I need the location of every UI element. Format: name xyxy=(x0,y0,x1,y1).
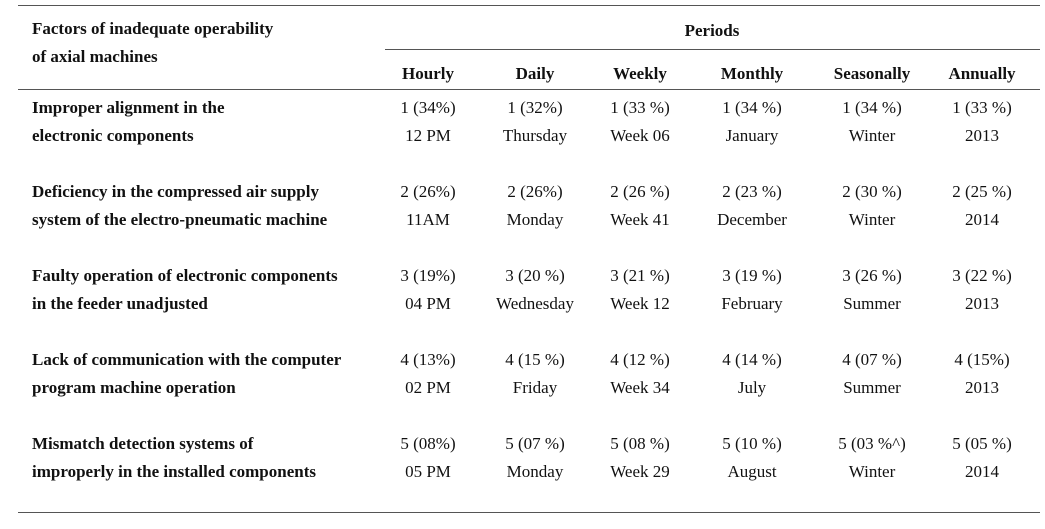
rank-cell: 2 (26%) xyxy=(507,182,563,201)
period-cell: Winter xyxy=(848,210,896,229)
rank-cell: 2 (30 %) xyxy=(842,182,902,201)
column-header-weekly: Weekly xyxy=(613,64,667,83)
periods-rule xyxy=(385,49,1040,50)
period-cell: Summer xyxy=(843,294,901,313)
rank-cell: 5 (08 %) xyxy=(610,434,670,453)
period-cell: Week 41 xyxy=(610,210,670,229)
period-cell: 04 PM xyxy=(405,294,451,313)
rank-cell: 1 (34%) xyxy=(400,98,456,117)
period-cell: Week 06 xyxy=(610,126,670,145)
period-cell: Friday xyxy=(512,378,558,397)
periods-header: Periods xyxy=(684,21,740,40)
rank-cell: 1 (34 %) xyxy=(722,98,782,117)
factor-header-line1: Factors of inadequate operability xyxy=(32,19,274,38)
rank-cell: 5 (05 %) xyxy=(952,434,1012,453)
period-cell: January xyxy=(725,126,779,145)
column-header-hourly: Hourly xyxy=(402,64,454,83)
period-cell: Winter xyxy=(848,126,896,145)
period-cell: 2014 xyxy=(965,210,999,229)
rank-cell: 3 (19 %) xyxy=(722,266,782,285)
rank-cell: 2 (23 %) xyxy=(722,182,782,201)
period-cell: August xyxy=(727,462,777,481)
period-cell: Week 12 xyxy=(610,294,670,313)
factor-label: system of the electro-pneumatic machine xyxy=(32,210,328,229)
period-cell: Week 29 xyxy=(610,462,670,481)
rank-cell: 1 (34 %) xyxy=(842,98,902,117)
period-cell: Summer xyxy=(843,378,901,397)
period-cell: July xyxy=(737,378,767,397)
rank-cell: 3 (20 %) xyxy=(505,266,565,285)
rank-cell: 1 (33 %) xyxy=(952,98,1012,117)
period-cell: 2014 xyxy=(965,462,999,481)
factor-label: program machine operation xyxy=(32,378,236,397)
rank-cell: 3 (22 %) xyxy=(952,266,1012,285)
column-header-annually: Annually xyxy=(948,64,1016,83)
period-cell: December xyxy=(717,210,787,229)
period-cell: Wednesday xyxy=(496,294,574,313)
rank-cell: 1 (33 %) xyxy=(610,98,670,117)
rank-cell: 3 (21 %) xyxy=(610,266,670,285)
header-rule xyxy=(18,89,1040,90)
rank-cell: 3 (26 %) xyxy=(842,266,902,285)
factor-label: electronic components xyxy=(32,126,194,145)
top-rule xyxy=(18,5,1040,6)
factor-header-line2: of axial machines xyxy=(32,47,158,66)
period-cell: February xyxy=(721,294,783,313)
bottom-rule xyxy=(18,512,1040,513)
rank-cell: 5 (07 %) xyxy=(505,434,565,453)
rank-cell: 5 (10 %) xyxy=(722,434,782,453)
factor-label: Faulty operation of electronic component… xyxy=(32,266,338,285)
period-cell: Thursday xyxy=(502,126,568,145)
rank-cell: 3 (19%) xyxy=(400,266,456,285)
rank-cell: 4 (07 %) xyxy=(842,350,902,369)
period-cell: 2013 xyxy=(965,378,999,397)
column-header-daily: Daily xyxy=(515,64,555,83)
period-cell: 02 PM xyxy=(405,378,451,397)
column-header-seasonally: Seasonally xyxy=(833,64,911,83)
factor-label: Deficiency in the compressed air supply xyxy=(32,182,319,201)
factor-label: Improper alignment in the xyxy=(32,98,225,117)
rank-cell: 4 (13%) xyxy=(400,350,456,369)
factor-label: improperly in the installed components xyxy=(32,462,316,481)
factor-label: in the feeder unadjusted xyxy=(32,294,208,313)
period-cell: 11AM xyxy=(406,210,450,229)
rank-cell: 4 (15%) xyxy=(954,350,1010,369)
rank-cell: 4 (14 %) xyxy=(722,350,782,369)
period-cell: Week 34 xyxy=(610,378,670,397)
rank-cell: 5 (08%) xyxy=(400,434,456,453)
rank-cell: 1 (32%) xyxy=(507,98,563,117)
rank-cell: 4 (15 %) xyxy=(505,350,565,369)
period-cell: 12 PM xyxy=(405,126,451,145)
rank-cell: 2 (26%) xyxy=(400,182,456,201)
factor-label: Mismatch detection systems of xyxy=(32,434,254,453)
rank-cell: 2 (25 %) xyxy=(952,182,1012,201)
period-cell: Monday xyxy=(506,462,564,481)
period-cell: 05 PM xyxy=(405,462,451,481)
column-header-monthly: Monthly xyxy=(720,64,784,83)
rank-cell: 2 (26 %) xyxy=(610,182,670,201)
period-cell: Monday xyxy=(506,210,564,229)
rank-cell: 5 (03 %^) xyxy=(838,434,906,453)
rank-cell: 4 (12 %) xyxy=(610,350,670,369)
factor-label: Lack of communication with the computer xyxy=(32,350,342,369)
period-cell: 2013 xyxy=(965,126,999,145)
period-cell: 2013 xyxy=(965,294,999,313)
period-cell: Winter xyxy=(848,462,896,481)
